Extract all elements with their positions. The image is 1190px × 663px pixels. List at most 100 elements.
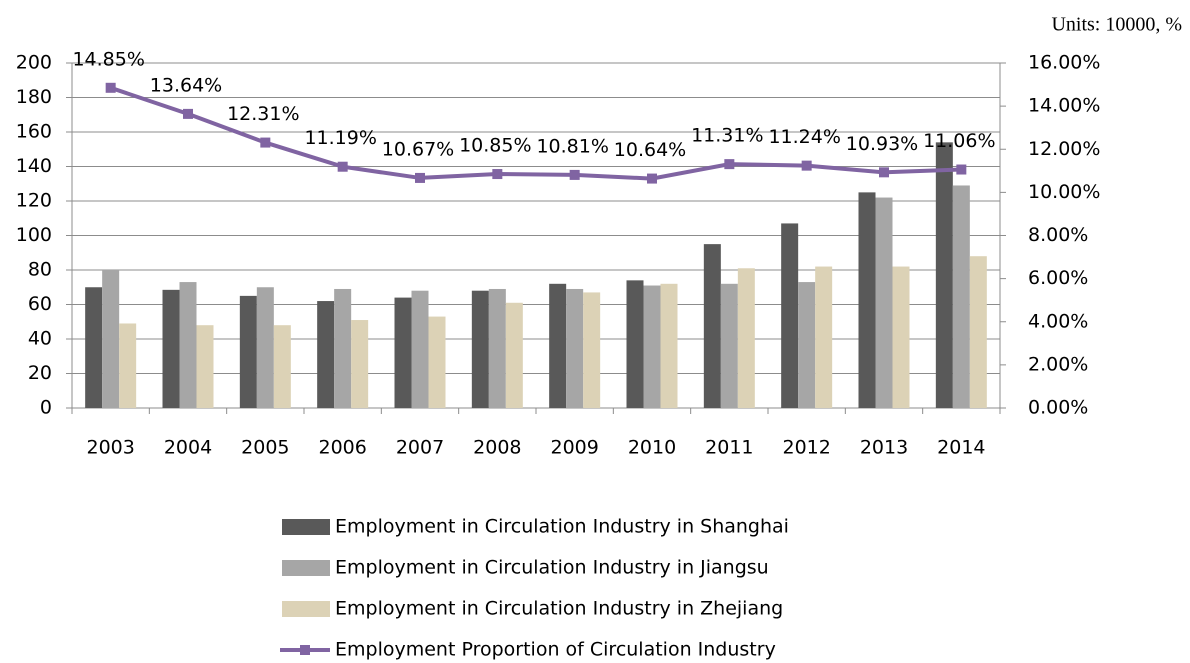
bar: [351, 320, 369, 408]
x-tick-label: 2003: [86, 437, 134, 459]
line-marker: [260, 137, 271, 148]
legend-marker: [300, 645, 310, 655]
bar: [334, 288, 352, 408]
legend-label: Employment in Circulation Industry in Zh…: [335, 598, 783, 620]
data-label: 14.85%: [72, 48, 144, 70]
line-marker: [569, 169, 580, 180]
data-label: 10.81%: [536, 135, 608, 157]
data-label: 11.06%: [923, 130, 995, 152]
bar: [119, 323, 137, 408]
y2-tick-label: 14.00%: [1028, 95, 1100, 117]
line-marker: [415, 172, 425, 183]
bar: [952, 185, 970, 408]
bar: [488, 288, 506, 408]
x-tick-label: 2004: [164, 437, 212, 459]
x-tick-label: 2008: [473, 437, 521, 459]
bar: [317, 301, 335, 408]
bar: [471, 290, 489, 408]
bar: [660, 283, 678, 408]
y2-tick-label: 12.00%: [1028, 138, 1100, 160]
y2-tick-label: 10.00%: [1028, 181, 1100, 203]
bar: [815, 266, 833, 408]
data-label: 12.31%: [227, 103, 299, 125]
data-label: 10.85%: [459, 135, 531, 157]
bar: [643, 285, 661, 408]
units-label: Units: 10000, %: [1051, 14, 1182, 36]
data-label: 10.64%: [614, 139, 686, 161]
line-marker: [956, 164, 967, 175]
bar: [179, 282, 197, 408]
bar: [583, 292, 601, 408]
x-tick-label: 2005: [241, 437, 289, 459]
y-tick-label: 160: [16, 121, 52, 143]
y-tick-label: 180: [16, 86, 52, 108]
x-tick-label: 2009: [550, 437, 598, 459]
x-tick-label: 2012: [782, 437, 830, 459]
bar: [102, 270, 120, 408]
y-tick-label: 140: [16, 155, 52, 177]
y-tick-label: 80: [28, 259, 52, 281]
y2-tick-label: 0.00%: [1028, 397, 1088, 419]
x-tick-label: 2006: [318, 437, 366, 459]
bar: [720, 283, 738, 408]
bar: [239, 295, 257, 408]
bar: [428, 316, 446, 408]
x-tick-label: 2011: [705, 437, 753, 459]
x-tick-label: 2014: [937, 437, 985, 459]
data-label: 10.93%: [846, 133, 918, 155]
y2-tick-label: 2.00%: [1028, 353, 1088, 375]
bar: [394, 297, 412, 408]
bar: [626, 280, 644, 408]
bar: [549, 283, 567, 408]
legend-label: Employment in Circulation Industry in Sh…: [335, 516, 789, 538]
line-marker: [879, 167, 889, 178]
y2-tick-label: 6.00%: [1028, 267, 1088, 289]
bar: [85, 287, 103, 408]
bar: [505, 302, 523, 408]
bar: [162, 289, 180, 408]
bar: [196, 325, 214, 408]
bar: [969, 256, 987, 408]
data-label: 11.31%: [691, 125, 763, 147]
y2-tick-label: 8.00%: [1028, 224, 1088, 246]
line-marker: [183, 108, 193, 119]
x-tick-label: 2010: [628, 437, 676, 459]
data-label: 11.19%: [304, 127, 376, 149]
data-label: 13.64%: [150, 74, 222, 96]
data-label: 11.24%: [768, 126, 840, 148]
legend-label: Employment Proportion of Circulation Ind…: [335, 639, 776, 661]
line-marker: [647, 173, 657, 184]
line-marker: [801, 160, 812, 171]
bar: [566, 288, 584, 408]
bar: [875, 197, 893, 408]
bar: [256, 287, 274, 408]
x-tick-label: 2013: [860, 437, 908, 459]
bar: [781, 223, 799, 408]
y-tick-label: 200: [16, 52, 52, 74]
y-tick-label: 40: [28, 328, 52, 350]
bar: [935, 142, 953, 408]
y-tick-label: 20: [28, 362, 52, 384]
bar: [892, 266, 910, 408]
bar: [798, 282, 816, 408]
bar: [858, 192, 876, 408]
line: [110, 85, 962, 181]
legend-label: Employment in Circulation Industry in Ji…: [335, 557, 769, 579]
legend-swatch: [282, 560, 330, 576]
y2-tick-label: 4.00%: [1028, 310, 1088, 332]
bar: [737, 268, 755, 408]
y-tick-label: 60: [28, 293, 52, 315]
data-label: 10.67%: [382, 138, 454, 160]
y-tick-label: 120: [16, 190, 52, 212]
y2-tick-label: 16.00%: [1028, 52, 1100, 74]
x-tick-label: 2007: [396, 437, 444, 459]
line-marker: [105, 82, 116, 93]
bar: [703, 244, 721, 408]
bar: [411, 290, 429, 408]
y-tick-label: 0: [40, 397, 52, 419]
legend-swatch: [282, 519, 330, 535]
line-marker: [492, 169, 503, 180]
line-marker: [724, 159, 735, 170]
y-tick-label: 100: [16, 224, 52, 246]
